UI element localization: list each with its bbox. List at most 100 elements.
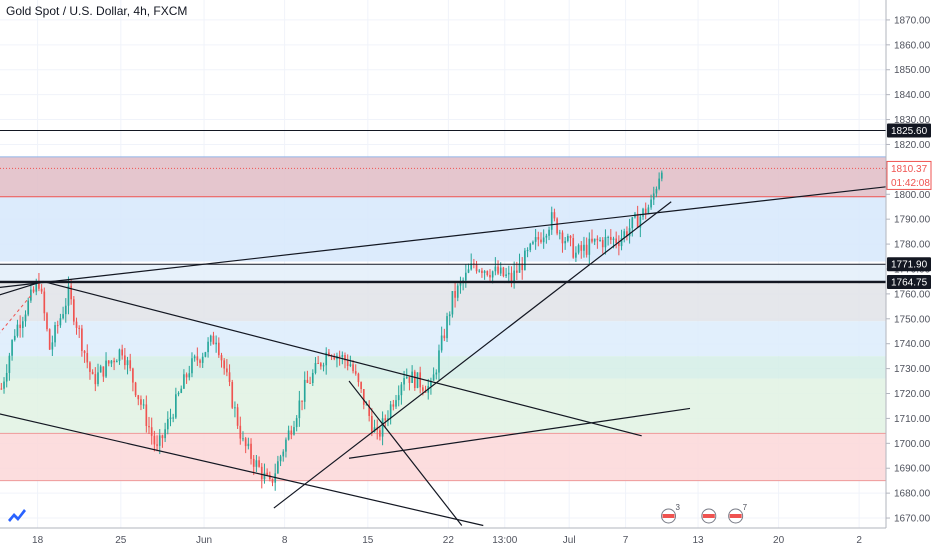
candle-body xyxy=(569,235,572,239)
candle-body xyxy=(314,362,317,373)
level-price-badge xyxy=(887,123,931,138)
tradingview-logo-icon[interactable] xyxy=(6,504,28,526)
candle-body xyxy=(153,435,156,445)
candle-body xyxy=(271,478,274,483)
candle-body xyxy=(320,363,322,367)
price-tick-label: 1690.00 xyxy=(894,464,931,475)
candle-body xyxy=(73,299,75,322)
price-zone xyxy=(0,321,886,357)
candle-body xyxy=(24,314,27,322)
candle-body xyxy=(83,350,86,354)
price-tick-label: 1800.00 xyxy=(894,190,931,201)
time-tick-label: 7 xyxy=(623,535,629,546)
candle-body xyxy=(59,318,62,326)
candle-body xyxy=(252,458,255,467)
plot-area xyxy=(0,0,886,528)
candle-body xyxy=(287,430,290,440)
countdown-badge-label: 01:42:08 xyxy=(891,178,930,189)
candle-body xyxy=(99,366,102,373)
price-zone xyxy=(0,156,886,197)
candle-body xyxy=(255,460,258,467)
candle-body xyxy=(137,395,140,400)
candle-body xyxy=(556,218,558,234)
candle-body xyxy=(607,237,609,239)
candle-body xyxy=(510,272,513,282)
candle-body xyxy=(349,364,352,367)
candle-body xyxy=(21,321,24,329)
candle-body xyxy=(599,240,601,242)
candle-body xyxy=(405,376,408,379)
price-tick-label: 1850.00 xyxy=(894,65,931,76)
candle-body xyxy=(577,245,580,253)
price-tick-label: 1740.00 xyxy=(894,339,931,350)
price-tick-label: 1860.00 xyxy=(894,40,931,51)
candle-body xyxy=(660,172,663,179)
candle-body xyxy=(325,352,328,366)
candle-body xyxy=(129,360,132,369)
candle-body xyxy=(161,435,164,439)
candle-body xyxy=(526,250,529,252)
candle-body xyxy=(290,430,293,435)
trendline xyxy=(348,407,691,459)
candle-body xyxy=(51,342,54,350)
candle-body xyxy=(521,263,524,271)
price-tick-label: 1680.00 xyxy=(894,489,931,500)
candle-body xyxy=(639,216,642,228)
candle-body xyxy=(258,460,260,467)
candle-body xyxy=(604,237,607,248)
candle-body xyxy=(403,378,405,385)
candle-body xyxy=(655,188,658,194)
current-price-badge xyxy=(887,161,931,176)
candle-body xyxy=(282,451,285,457)
candle-body xyxy=(360,382,362,390)
candle-body xyxy=(489,274,491,278)
price-tick-label: 1820.00 xyxy=(894,140,931,151)
candle-body xyxy=(346,360,349,367)
level-price-badge-label: 1764.75 xyxy=(891,278,928,289)
candle-body xyxy=(180,388,183,393)
candle-body xyxy=(561,232,564,244)
candle-body xyxy=(145,404,148,426)
candle-body xyxy=(175,394,177,418)
flag-icon xyxy=(662,514,675,518)
candle-body xyxy=(132,368,134,383)
candle-body xyxy=(263,472,266,480)
candle-body xyxy=(626,231,628,237)
candle-body xyxy=(491,271,494,278)
candle-body xyxy=(618,243,620,247)
candle-body xyxy=(3,381,5,389)
candle-body xyxy=(247,443,250,447)
candle-body xyxy=(483,271,486,274)
price-tick-label: 1780.00 xyxy=(894,240,931,251)
candle-body xyxy=(588,238,591,255)
candle-body xyxy=(5,372,8,382)
candle-body xyxy=(642,208,644,217)
candle-body xyxy=(46,313,48,330)
candle-body xyxy=(454,291,456,298)
candle-body xyxy=(172,417,175,419)
candle-body xyxy=(75,321,78,328)
time-tick-label: 13:00 xyxy=(492,535,517,546)
trendline xyxy=(0,413,484,527)
time-tick-label: Jun xyxy=(196,535,212,546)
candle-body xyxy=(470,263,473,270)
candle-body xyxy=(277,461,279,474)
candle-body xyxy=(524,250,526,271)
candle-body xyxy=(217,342,220,356)
candle-body xyxy=(164,429,166,439)
candle-body xyxy=(494,266,497,272)
countdown-badge xyxy=(887,175,931,190)
candle-body xyxy=(558,232,561,234)
price-zone xyxy=(0,378,886,434)
candle-body xyxy=(201,356,204,363)
event-marker-count: 3 xyxy=(676,503,681,512)
candle-body xyxy=(516,270,518,273)
candle-body xyxy=(236,407,239,426)
candle-body xyxy=(513,270,515,282)
time-tick-label: 2 xyxy=(856,535,862,546)
candle-body xyxy=(30,289,32,301)
candle-body xyxy=(234,407,236,409)
candle-body xyxy=(250,443,252,459)
candle-body xyxy=(209,335,212,342)
